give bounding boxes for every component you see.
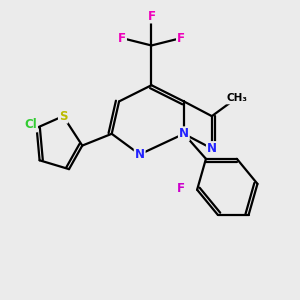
Text: N: N bbox=[207, 142, 217, 155]
Text: F: F bbox=[177, 32, 185, 45]
Text: N: N bbox=[179, 127, 189, 140]
Text: CH₃: CH₃ bbox=[226, 94, 248, 103]
Text: F: F bbox=[177, 182, 185, 195]
Text: Cl: Cl bbox=[24, 118, 37, 131]
Text: N: N bbox=[135, 148, 145, 161]
Text: F: F bbox=[118, 32, 126, 45]
Text: F: F bbox=[148, 10, 155, 22]
Text: S: S bbox=[59, 110, 68, 123]
